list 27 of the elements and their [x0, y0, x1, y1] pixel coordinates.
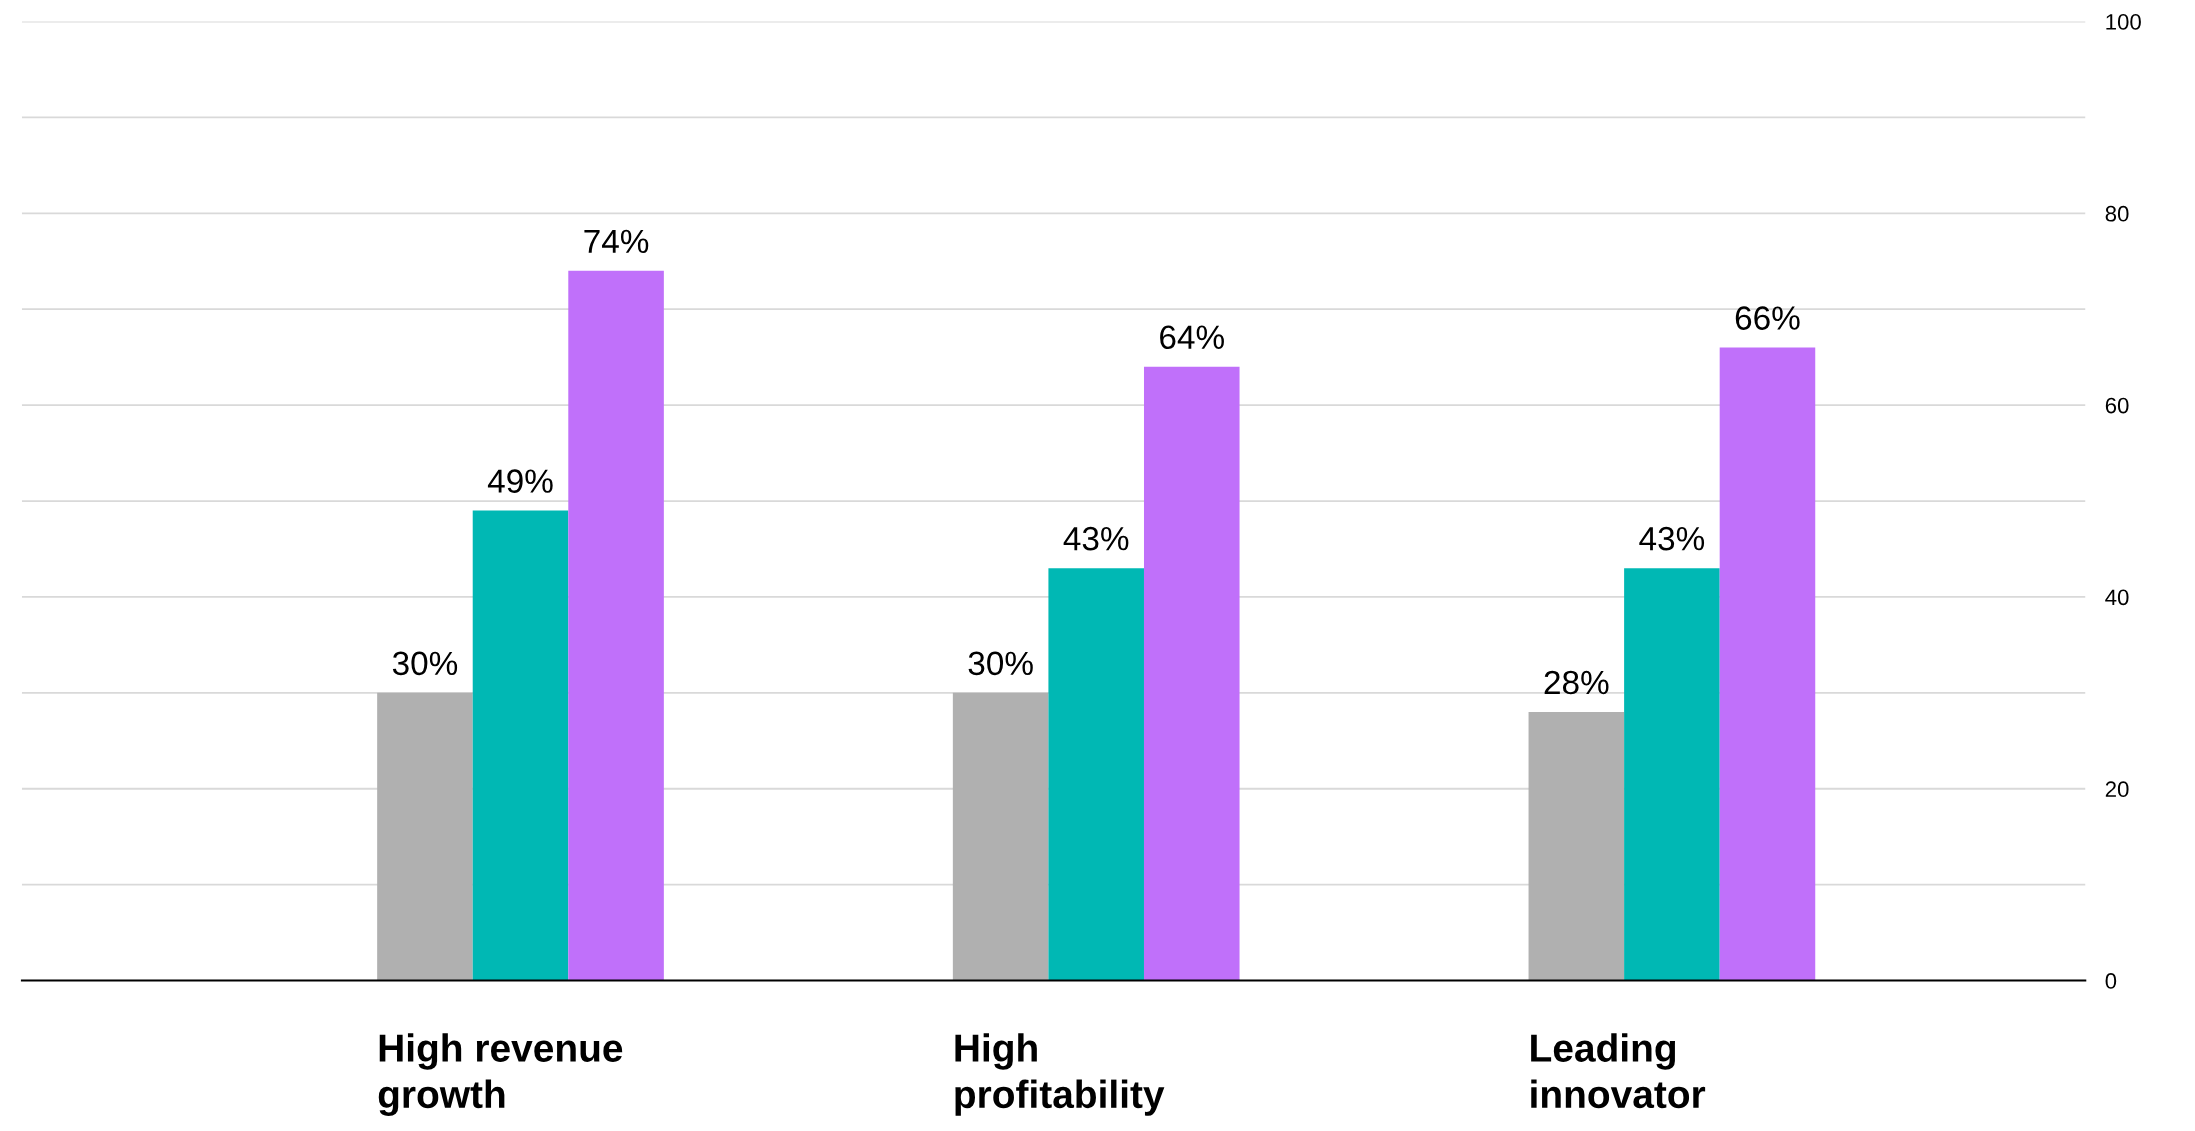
- data-label: 43%: [1639, 526, 1705, 551]
- x-tick-label: High profitability: [955, 1033, 1165, 1116]
- data-label: 66%: [1735, 306, 1800, 330]
- bar: [568, 270, 664, 981]
- data-label: 43%: [1063, 526, 1129, 551]
- y-tick-label: 80: [2105, 205, 2129, 222]
- y-tick-label: 20: [2105, 781, 2129, 798]
- data-label: 74%: [584, 229, 649, 254]
- bar: [377, 692, 473, 981]
- data-label: 28%: [1544, 670, 1609, 695]
- data-label: 30%: [968, 651, 1033, 676]
- bar: [1048, 568, 1144, 981]
- y-tick-label: 0: [2105, 973, 2117, 989]
- bar: [1528, 712, 1625, 981]
- bar: [952, 692, 1049, 981]
- bar: [1719, 347, 1816, 981]
- data-label: 49%: [487, 469, 553, 493]
- y-tick-label: 100: [2106, 14, 2141, 30]
- bar: [472, 510, 569, 981]
- bar: [1624, 568, 1720, 981]
- bar: [1143, 366, 1240, 981]
- data-label: 30%: [392, 651, 458, 676]
- y-tick-label: 60: [2105, 397, 2129, 414]
- x-tick-label: Leading innovator: [1531, 1033, 1706, 1109]
- data-label: 64%: [1160, 325, 1224, 350]
- y-tick-label: 40: [2105, 589, 2129, 606]
- x-tick-label: High revenue growth: [378, 1033, 623, 1117]
